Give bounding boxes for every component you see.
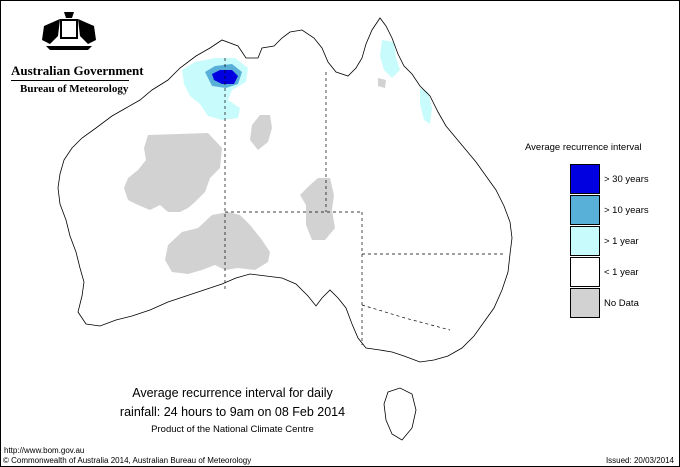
legend-swatch [570, 257, 600, 287]
area-greater-1-year-cape [380, 40, 400, 78]
legend-swatch [570, 195, 600, 225]
sa-qld-border [361, 212, 505, 255]
no-data-region-north [250, 115, 272, 150]
no-data-regions [124, 78, 386, 274]
legend-swatch [570, 288, 600, 318]
state-boundaries [224, 58, 505, 345]
legend-label: > 1 year [604, 236, 639, 247]
agency-name: Bureau of Meteorology [20, 83, 129, 95]
logo-divider [11, 80, 129, 81]
legend-swatch [570, 226, 600, 256]
legend-swatch [570, 164, 600, 194]
no-data-region-central-south [165, 212, 270, 274]
no-data-region-cape [378, 78, 386, 88]
no-data-region-east [300, 178, 335, 240]
map-caption-line-1: Average recurrence interval for daily [132, 386, 333, 400]
map-caption-line-2: rainfall: 24 hours to 9am on 08 Feb 2014 [119, 405, 346, 419]
legend-label: > 10 years [604, 205, 649, 216]
copyright-text: © Commonwealth of Australia 2014, Austra… [3, 456, 252, 465]
issued-date: Issued: 20/03/2014 [605, 456, 674, 465]
legend-title: Average recurrence interval [525, 142, 642, 153]
recurrence-shading [182, 40, 432, 124]
legend-label: No Data [604, 298, 639, 309]
nsw-vic-border [361, 304, 451, 331]
legend-label: > 30 years [604, 174, 649, 185]
tasmania [383, 387, 417, 441]
coastline [57, 17, 513, 363]
government-logo: Australian Government Bureau of Meteorol… [6, 6, 144, 96]
no-data-region-west [124, 133, 222, 212]
website-link[interactable]: http://www.bom.gov.au [4, 446, 85, 455]
government-name: Australian Government [11, 63, 144, 78]
map-caption-line-3: Product of the National Climate Centre [151, 424, 314, 435]
coat-of-arms-icon [42, 12, 96, 50]
area-greater-1-year-coast [420, 88, 432, 124]
legend-label: < 1 year [604, 267, 639, 278]
